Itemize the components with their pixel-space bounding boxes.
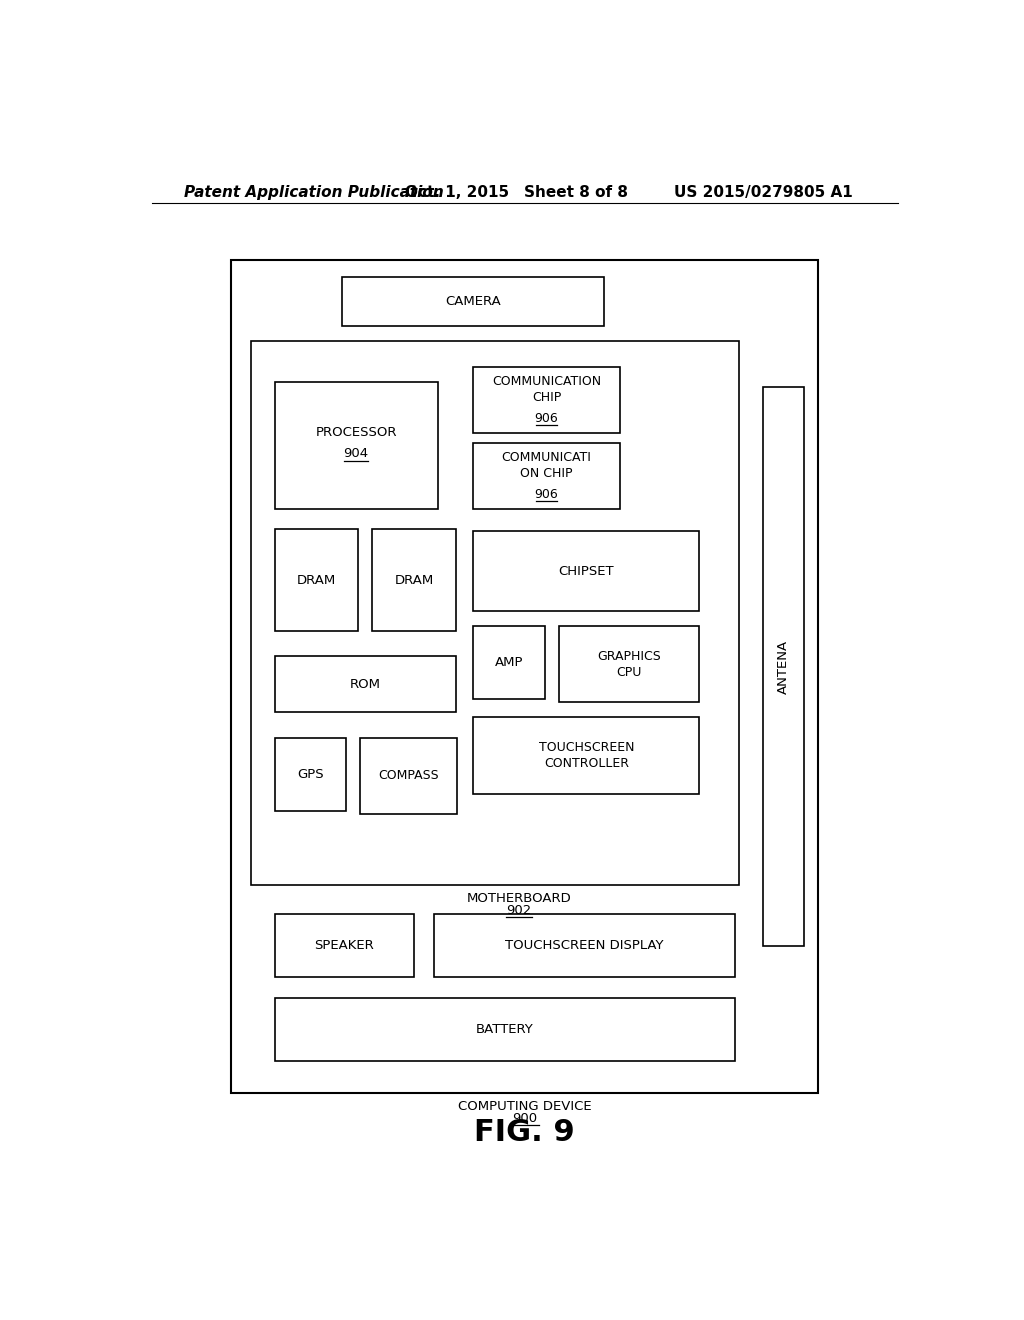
Text: AMP: AMP: [495, 656, 523, 669]
FancyBboxPatch shape: [274, 656, 456, 713]
FancyBboxPatch shape: [473, 626, 545, 700]
Text: BATTERY: BATTERY: [476, 1023, 534, 1036]
FancyBboxPatch shape: [274, 529, 358, 631]
Text: Sheet 8 of 8: Sheet 8 of 8: [524, 185, 629, 201]
Text: 906: 906: [535, 412, 558, 425]
FancyBboxPatch shape: [473, 718, 699, 793]
Text: TOUCHSCREEN
CONTROLLER: TOUCHSCREEN CONTROLLER: [539, 741, 634, 770]
Text: CHIPSET: CHIPSET: [558, 565, 614, 578]
Text: COMMUNICATI
ON CHIP: COMMUNICATI ON CHIP: [502, 451, 592, 480]
FancyBboxPatch shape: [359, 738, 457, 814]
Text: DRAM: DRAM: [297, 574, 336, 586]
Text: 904: 904: [344, 447, 369, 461]
Text: GRAPHICS
CPU: GRAPHICS CPU: [597, 649, 662, 678]
Text: 906: 906: [535, 488, 558, 500]
Text: DRAM: DRAM: [394, 574, 434, 586]
FancyBboxPatch shape: [274, 381, 437, 510]
FancyBboxPatch shape: [473, 444, 620, 510]
FancyBboxPatch shape: [763, 387, 804, 946]
FancyBboxPatch shape: [274, 913, 414, 977]
Text: US 2015/0279805 A1: US 2015/0279805 A1: [674, 185, 852, 201]
Text: ROM: ROM: [350, 678, 381, 690]
Text: ANTENA: ANTENA: [777, 639, 790, 694]
Text: GPS: GPS: [297, 768, 324, 781]
Text: SPEAKER: SPEAKER: [314, 939, 374, 952]
FancyBboxPatch shape: [251, 342, 739, 886]
FancyBboxPatch shape: [473, 367, 620, 433]
FancyBboxPatch shape: [274, 998, 735, 1061]
FancyBboxPatch shape: [433, 913, 735, 977]
Text: TOUCHSCREEN DISPLAY: TOUCHSCREEN DISPLAY: [505, 939, 664, 952]
FancyBboxPatch shape: [342, 277, 604, 326]
Text: 902: 902: [506, 904, 531, 917]
Text: COMPASS: COMPASS: [378, 770, 438, 783]
FancyBboxPatch shape: [231, 260, 818, 1093]
Text: Patent Application Publication: Patent Application Publication: [183, 185, 443, 201]
FancyBboxPatch shape: [274, 738, 346, 810]
FancyBboxPatch shape: [373, 529, 456, 631]
FancyBboxPatch shape: [559, 626, 699, 702]
FancyBboxPatch shape: [473, 532, 699, 611]
Text: MOTHERBOARD: MOTHERBOARD: [467, 892, 571, 904]
Text: FIG. 9: FIG. 9: [474, 1118, 575, 1147]
Text: CAMERA: CAMERA: [445, 296, 501, 308]
Text: 900: 900: [512, 1113, 538, 1126]
Text: COMMUNICATION
CHIP: COMMUNICATION CHIP: [493, 375, 601, 404]
Text: COMPUTING DEVICE: COMPUTING DEVICE: [458, 1100, 592, 1113]
Text: PROCESSOR: PROCESSOR: [315, 426, 397, 438]
Text: Oct. 1, 2015: Oct. 1, 2015: [406, 185, 509, 201]
